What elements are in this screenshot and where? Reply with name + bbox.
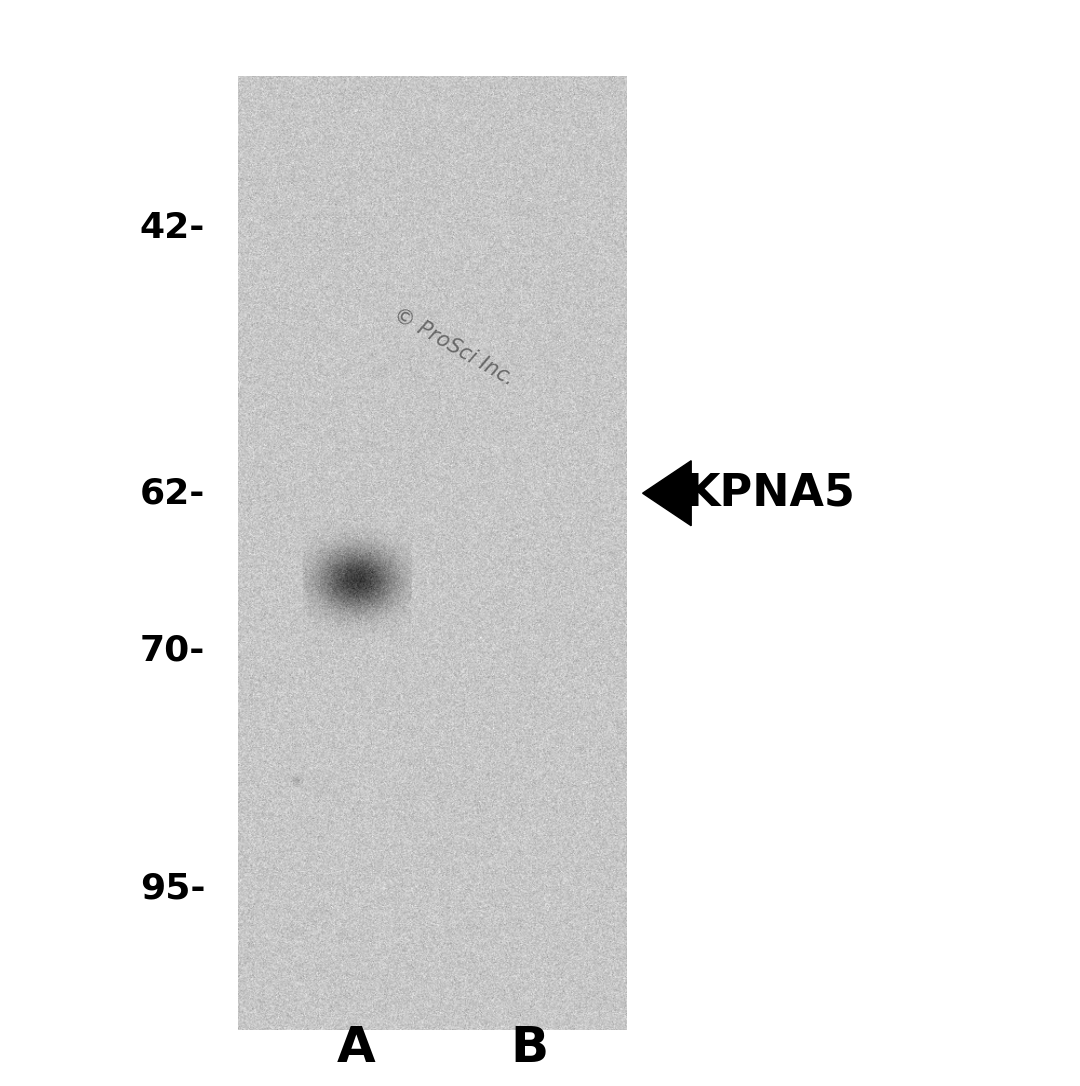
Text: 95-: 95- — [139, 872, 205, 906]
Polygon shape — [643, 460, 691, 526]
Text: KPNA5: KPNA5 — [686, 471, 855, 515]
Text: B: B — [510, 1024, 549, 1072]
Text: 42-: 42- — [139, 211, 205, 244]
Text: A: A — [337, 1024, 376, 1072]
Text: 70-: 70- — [139, 633, 205, 668]
Text: © ProSci Inc.: © ProSci Inc. — [390, 304, 517, 390]
Text: 62-: 62- — [139, 477, 205, 510]
